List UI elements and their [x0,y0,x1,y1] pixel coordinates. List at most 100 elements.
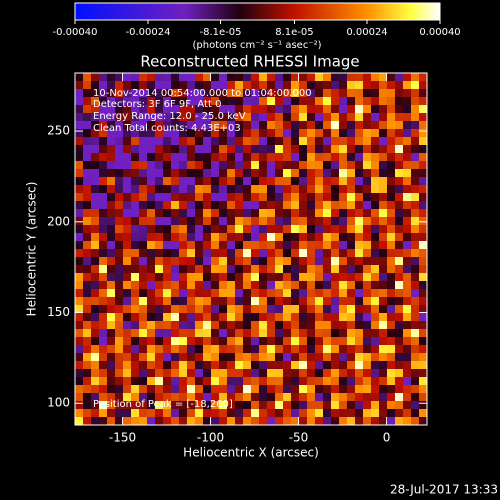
image-pixel [147,97,156,106]
image-pixel [83,129,92,138]
image-pixel [267,289,276,298]
image-pixel [171,185,180,194]
image-pixel [227,409,236,418]
image-pixel [259,137,268,146]
image-pixel [91,369,100,378]
image-pixel [163,401,172,410]
image-pixel [163,409,172,418]
image-pixel [331,177,340,186]
image-pixel [107,281,116,290]
image-pixel [307,113,316,122]
image-pixel [355,177,364,186]
image-pixel [115,73,124,82]
image-pixel [163,121,172,130]
image-pixel [171,81,180,90]
image-pixel [227,193,236,202]
image-pixel [419,321,428,330]
image-pixel [115,121,124,130]
image-pixel [227,401,236,410]
image-pixel [395,273,404,282]
image-pixel [275,193,284,202]
colorbar [74,2,441,21]
image-pixel [155,89,164,98]
image-pixel [275,209,284,218]
image-pixel [339,265,348,274]
image-pixel [187,385,196,394]
image-pixel [299,73,308,82]
image-pixel [411,193,420,202]
image-pixel [147,257,156,266]
image-pixel [379,97,388,106]
image-pixel [283,257,292,266]
image-pixel [267,345,276,354]
image-pixel [75,241,84,250]
image-pixel [275,409,284,418]
image-pixel [219,329,228,338]
image-pixel [107,169,116,178]
image-pixel [387,265,396,274]
image-pixel [315,225,324,234]
image-pixel [339,81,348,90]
image-pixel [83,353,92,362]
image-pixel [283,225,292,234]
image-pixel [91,257,100,266]
image-pixel [395,169,404,178]
image-pixel [299,209,308,218]
image-pixel [91,249,100,258]
image-pixel [75,265,84,274]
image-pixel [363,73,372,82]
image-pixel [139,225,148,234]
image-pixel [323,217,332,226]
image-pixel [331,185,340,194]
image-pixel [195,185,204,194]
image-pixel [147,137,156,146]
image-pixel [275,353,284,362]
image-pixel [211,225,220,234]
image-pixel [187,81,196,90]
image-pixel [115,185,124,194]
image-pixel [243,289,252,298]
image-pixel [347,369,356,378]
image-pixel [131,217,140,226]
image-pixel [211,209,220,218]
image-pixel [251,337,260,346]
image-pixel [339,297,348,306]
x-axis-label: Heliocentric X (arcsec) [183,446,319,460]
image-pixel [275,97,284,106]
image-pixel [315,321,324,330]
image-pixel [355,129,364,138]
image-pixel [155,393,164,402]
annotation: Detectors: 3F 6F 9F, Att 0 [93,99,221,110]
image-pixel [91,345,100,354]
image-pixel [379,329,388,338]
image-pixel [139,145,148,154]
image-pixel [163,89,172,98]
image-pixel [83,225,92,234]
image-pixel [243,361,252,370]
image-pixel [163,209,172,218]
image-pixel [291,193,300,202]
image-pixel [91,401,100,410]
image-pixel [275,145,284,154]
image-pixel [179,121,188,130]
image-pixel [283,249,292,258]
image-pixel [83,81,92,90]
image-pixel [307,233,316,242]
image-pixel [139,193,148,202]
image-pixel [363,377,372,386]
image-pixel [219,185,228,194]
image-pixel [99,409,108,418]
image-pixel [299,393,308,402]
image-pixel [291,361,300,370]
image-pixel [203,393,212,402]
image-pixel [131,113,140,122]
image-pixel [355,137,364,146]
image-pixel [211,153,220,162]
image-pixel [99,169,108,178]
image-pixel [355,225,364,234]
image-pixel [339,401,348,410]
image-pixel [411,313,420,322]
image-pixel [307,305,316,314]
image-pixel [379,81,388,90]
image-pixel [315,265,324,274]
